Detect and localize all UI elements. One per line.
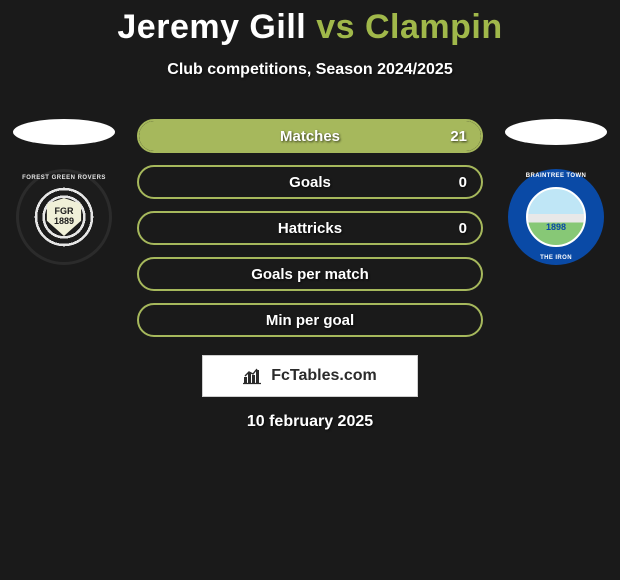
stat-bar-min-per-goal: Min per goal (137, 303, 483, 337)
subtitle: Club competitions, Season 2024/2025 (0, 61, 620, 79)
stat-value-right: 21 (450, 128, 467, 145)
stat-label: Hattricks (278, 220, 342, 237)
stat-label: Min per goal (266, 312, 354, 329)
right-column: BRAINTREE TOWN THE IRON (501, 119, 611, 265)
date: 10 february 2025 (0, 413, 620, 431)
title-player-right: Clampin (365, 8, 503, 46)
stat-label: Goals per match (251, 266, 369, 283)
source-logo: FcTables.com (202, 355, 418, 397)
source-logo-text: FcTables.com (271, 367, 377, 385)
stat-bar-goals-per-match: Goals per match (137, 257, 483, 291)
stat-value-right: 0 (459, 220, 467, 237)
right-club-crest: BRAINTREE TOWN THE IRON (508, 169, 604, 265)
left-column: FOREST GREEN ROVERS (9, 119, 119, 265)
stat-label: Goals (289, 174, 331, 191)
stat-bar-matches: Matches 21 (137, 119, 483, 153)
right-crest-bottom-text: THE IRON (510, 255, 602, 261)
stat-value-right: 0 (459, 174, 467, 191)
left-club-crest: FOREST GREEN ROVERS (16, 169, 112, 265)
stat-bar-goals: Goals 0 (137, 165, 483, 199)
left-crest-ring-text: FOREST GREEN ROVERS (19, 175, 109, 181)
right-crest-top-text: BRAINTREE TOWN (510, 173, 602, 179)
page-title: Jeremy Gill vs Clampin (0, 8, 620, 47)
left-player-placeholder (13, 119, 115, 145)
stat-label: Matches (280, 128, 340, 145)
stats-bars: Matches 21 Goals 0 Hattricks 0 Goals per… (137, 119, 483, 337)
bars-icon (243, 367, 265, 385)
comparison-card: Jeremy Gill vs Clampin Club competitions… (0, 0, 620, 431)
title-player-left: Jeremy Gill (117, 8, 306, 46)
stat-bar-hattricks: Hattricks 0 (137, 211, 483, 245)
main-row: FOREST GREEN ROVERS Matches 21 Goals 0 H… (0, 119, 620, 337)
title-vs: vs (316, 8, 355, 46)
right-player-placeholder (505, 119, 607, 145)
